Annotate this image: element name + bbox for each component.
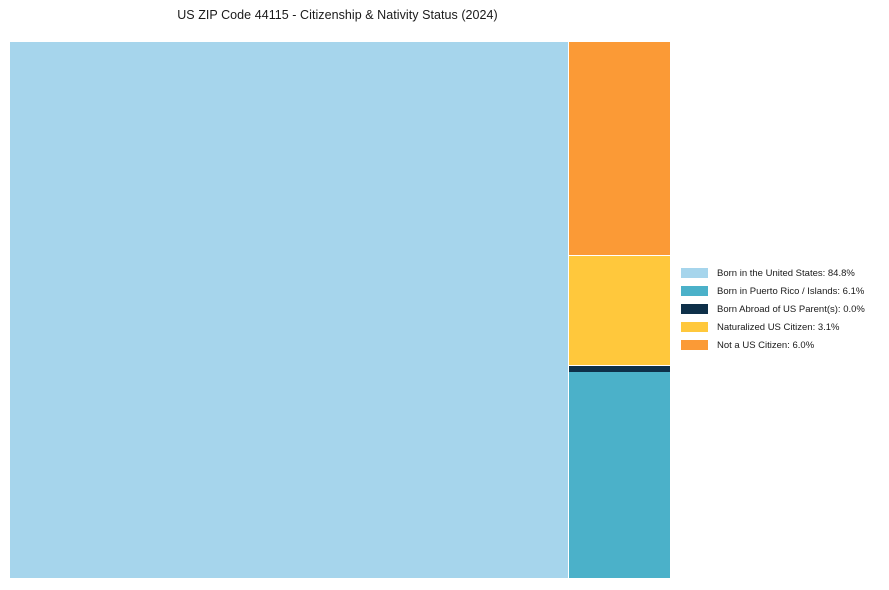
- chart-legend: Born in the United States: 84.8% Born in…: [681, 264, 886, 354]
- mosaic-tile-born-in-the-united-states[interactable]: [10, 42, 568, 578]
- legend-swatch-icon: [681, 322, 708, 332]
- legend-item-label: Not a US Citizen: 6.0%: [717, 339, 815, 351]
- legend-item-naturalized-us-citizen[interactable]: Naturalized US Citizen: 3.1%: [681, 318, 886, 336]
- mosaic-tile-born-abroad-of-us-parents[interactable]: [569, 366, 670, 372]
- mosaic-tile-not-a-us-citizen[interactable]: [569, 42, 670, 255]
- legend-item-born-in-puerto-rico-islands[interactable]: Born in Puerto Rico / Islands: 6.1%: [681, 282, 886, 300]
- mosaic-tile-born-in-puerto-rico-islands[interactable]: [569, 372, 670, 578]
- legend-swatch-icon: [681, 268, 708, 278]
- mosaic-column-other: [569, 42, 670, 578]
- legend-item-label: Born in Puerto Rico / Islands: 6.1%: [717, 285, 865, 297]
- legend-item-label: Born in the United States: 84.8%: [717, 267, 855, 279]
- legend-item-born-in-the-united-states[interactable]: Born in the United States: 84.8%: [681, 264, 886, 282]
- legend-swatch-icon: [681, 340, 708, 350]
- legend-item-label: Naturalized US Citizen: 3.1%: [717, 321, 840, 333]
- legend-item-born-abroad-of-us-parents[interactable]: Born Abroad of US Parent(s): 0.0%: [681, 300, 886, 318]
- plot-area: [10, 42, 670, 578]
- chart-title: US ZIP Code 44115 - Citizenship & Nativi…: [177, 8, 498, 22]
- legend-item-not-a-us-citizen[interactable]: Not a US Citizen: 6.0%: [681, 336, 886, 354]
- legend-swatch-icon: [681, 286, 708, 296]
- legend-item-label: Born Abroad of US Parent(s): 0.0%: [717, 303, 865, 315]
- mosaic-column-native: [10, 42, 568, 578]
- mosaic-tile-naturalized-us-citizen[interactable]: [569, 256, 670, 365]
- legend-swatch-icon: [681, 304, 708, 314]
